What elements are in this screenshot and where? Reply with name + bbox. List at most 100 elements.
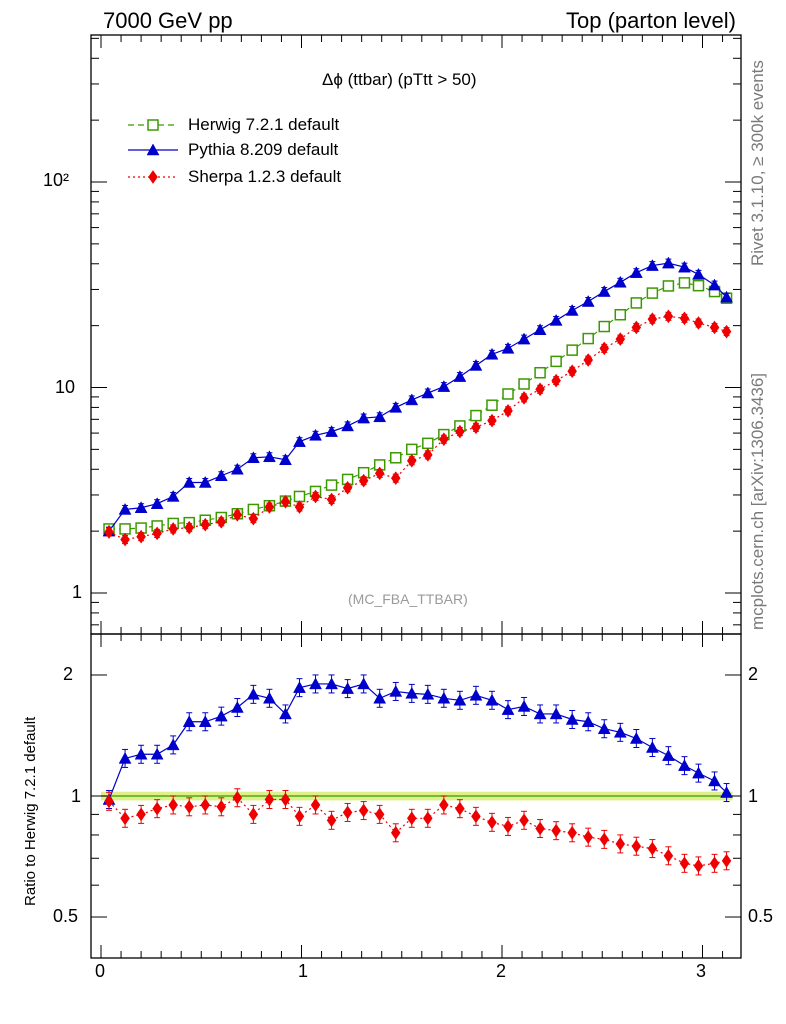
ratio-y-tick-label-right-2: 2: [748, 664, 759, 684]
ratio-data-point: [663, 848, 674, 863]
ratio-data-point: [549, 707, 563, 720]
ratio-data-point: [120, 811, 130, 826]
main-data-point: [453, 370, 467, 382]
main-data-point: [662, 280, 675, 292]
header-left-label: 7000 GeV pp: [103, 8, 233, 33]
ratio-data-point: [647, 841, 658, 856]
main-data-point: [294, 500, 305, 514]
main-series-triangle: [102, 256, 733, 537]
main-data-point: [230, 462, 244, 475]
ratio-data-point: [184, 799, 195, 814]
main-data-point: [486, 399, 498, 411]
ratio-data-point: [455, 801, 465, 816]
main-data-point: [437, 380, 451, 392]
main-data-point: [583, 353, 594, 367]
main-data-point: [341, 419, 355, 432]
main-data-point: [518, 378, 530, 390]
ratio-data-point: [309, 677, 322, 690]
main-data-point: [264, 500, 275, 514]
main-data-point: [581, 295, 595, 307]
ratio-data-point: [421, 687, 435, 700]
ratio-data-point: [613, 725, 627, 738]
main-data-point: [615, 332, 626, 347]
main-data-point: [709, 320, 720, 335]
ratio-data-point: [501, 703, 515, 715]
main-data-point: [663, 309, 674, 324]
ratio-data-point: [168, 798, 178, 812]
ratio-data-point: [216, 799, 227, 814]
main-data-point: [567, 364, 577, 379]
ratio-data-point: [423, 811, 433, 826]
ratio-data-point: [310, 798, 321, 812]
ratio-data-point: [629, 731, 643, 744]
main-data-point: [693, 316, 704, 330]
ratio-data-point: [503, 819, 513, 834]
ratio-data-point: [358, 803, 369, 818]
main-data-point: [248, 511, 259, 526]
main-data-point: [646, 287, 659, 299]
ratio-data-point: [374, 807, 385, 822]
ratio-y-tick-label-right-0-5: 0.5: [748, 906, 774, 926]
ratio-data-point: [720, 786, 733, 798]
ratio-data-point: [597, 722, 611, 734]
ratio-data-point: [357, 677, 371, 690]
main-data-point: [406, 453, 417, 468]
ratio-y-tick-label-right-1: 1: [748, 786, 759, 806]
ratio-data-point: [293, 681, 306, 693]
main-data-point: [406, 443, 418, 456]
main-data-point: [678, 260, 691, 273]
ratio-data-point: [581, 715, 595, 728]
main-data-point: [358, 473, 369, 488]
main-data-point: [405, 393, 419, 406]
main-data-point: [692, 279, 705, 292]
ratio-data-point: [565, 712, 579, 725]
ratio-data-point: [232, 790, 243, 805]
ratio-data-point: [469, 688, 483, 701]
ratio-data-point: [342, 805, 353, 820]
main-data-point: [721, 324, 732, 339]
main-data-point: [421, 386, 435, 399]
ratio-data-point: [134, 747, 148, 760]
legend-marker-diamond: [148, 170, 158, 184]
x-tick-label-0: 0: [95, 961, 106, 981]
ratio-data-point: [517, 699, 531, 712]
main-data-point: [422, 437, 434, 450]
ratio-data-point: [390, 825, 401, 840]
ratio-data-point: [485, 693, 499, 706]
main-data-point: [279, 453, 292, 466]
main-data-point: [551, 373, 561, 388]
ratio-data-point: [246, 687, 260, 700]
main-data-point: [565, 303, 579, 316]
main-data-point: [216, 514, 227, 529]
ratio-data-point: [373, 691, 387, 704]
main-data-point: [325, 479, 338, 491]
main-data-point: [182, 475, 196, 488]
main-data-point: [357, 411, 371, 424]
ratio-data-point: [136, 807, 146, 822]
main-y-tick-label-10: 10: [55, 377, 76, 397]
main-y-tick-label-100: 10²: [43, 170, 70, 190]
main-data-point: [720, 290, 733, 303]
legend-label-sherpa: Sherpa 1.2.3 default: [188, 167, 342, 186]
ratio-data-point: [678, 759, 691, 771]
ratio-y-tick-label-1: 1: [71, 786, 82, 806]
main-data-point: [293, 435, 306, 447]
main-data-point: [390, 471, 401, 486]
main-data-point: [389, 400, 403, 413]
ratio-data-point: [487, 815, 497, 830]
header-right-label: Top (parton level): [566, 8, 736, 33]
main-data-point: [566, 344, 578, 356]
main-series-line: [108, 315, 727, 541]
main-data-point: [519, 390, 529, 405]
ratio-data-point: [326, 813, 337, 828]
ratio-series-line: [108, 683, 727, 800]
main-series-line: [108, 262, 727, 532]
ratio-data-point: [533, 707, 547, 720]
ratio-data-point: [535, 821, 545, 836]
main-data-point: [597, 285, 611, 297]
main-data-point: [533, 323, 547, 335]
main-data-point: [614, 308, 627, 321]
ratio-data-point: [693, 858, 704, 873]
